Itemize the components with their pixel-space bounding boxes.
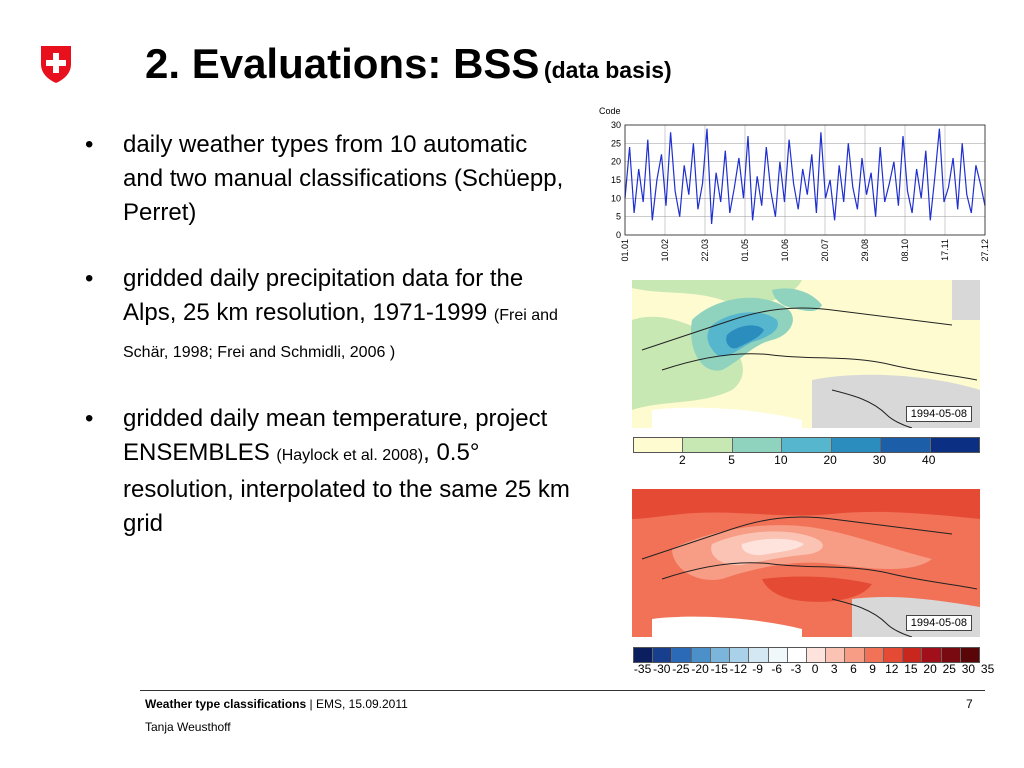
footer-text: Weather type classifications | EMS, 15.0…: [145, 697, 408, 711]
colorbar-swatch: [709, 648, 730, 662]
colorbar-tick-label: 40: [922, 453, 936, 467]
page-number: 7: [966, 697, 973, 711]
colorbar-swatch: [671, 648, 691, 662]
colorbar-swatch: [921, 648, 941, 662]
map-date-label: 1994-05-08: [905, 615, 972, 631]
colorbar-tick-label: 30: [961, 662, 976, 676]
bullet-citation: (Haylock et al. 2008): [276, 447, 424, 464]
y-tick-label: 25: [611, 138, 621, 148]
temperature-map-image: [632, 489, 980, 638]
colorbar-tick-label: 9: [869, 662, 876, 676]
footer-divider: [140, 690, 985, 691]
y-tick-label: 30: [611, 120, 621, 130]
footer-author: Tanja Weusthoff: [145, 720, 231, 734]
y-tick-label: 15: [611, 175, 621, 185]
colorbar-tick-label: -35: [633, 662, 652, 676]
colorbar-tick-label: -6: [771, 662, 783, 676]
footer-event: | EMS, 15.09.2011: [306, 697, 408, 711]
temperature-colorbar: [633, 647, 980, 663]
colorbar-tick-label: -15: [710, 662, 728, 676]
chart-ylabel: Code: [599, 106, 621, 116]
colorbar-swatch: [880, 438, 930, 452]
y-tick-label: 5: [616, 212, 621, 222]
colorbar-swatch: [748, 648, 768, 662]
colorbar-tick-label: 20: [823, 453, 837, 467]
title-sub: (data basis): [543, 57, 672, 83]
colorbar-swatch: [786, 648, 806, 662]
colorbar-tick-label: -25: [672, 662, 690, 676]
bullet-list: • daily weather types from 10 automatic …: [85, 128, 570, 573]
x-tick-label: 27.12: [980, 239, 990, 262]
bullet-text: gridded daily mean temperature, project …: [123, 405, 548, 466]
x-tick-label: 22.03: [700, 239, 710, 262]
colorbar-tick-label: -20: [691, 662, 709, 676]
colorbar-tick-label: 3: [830, 662, 838, 676]
bullet-citation: (Frei and Schär, 1998; Frei and Schmidli…: [123, 307, 558, 361]
x-tick-label: 20.07: [820, 239, 830, 262]
colorbar-tick-label: 35: [980, 662, 995, 676]
x-tick-label: 01.05: [740, 239, 750, 262]
temperature-map: 1994-05-08: [632, 489, 980, 638]
weather-type-code-chart: Code 0 5 10 15 20 25 30 01.01 10.02 22.03 01.05 10…: [599, 106, 990, 262]
bullet-text: gridded daily precipitation data for the…: [123, 265, 524, 326]
colorbar-tick-label: 10: [774, 453, 788, 467]
precipitation-map: 1994-05-08: [632, 280, 980, 429]
colorbar-swatch: [844, 648, 864, 662]
colorbar-tick-label: 30: [872, 453, 887, 467]
colorbar-swatch: [863, 648, 883, 662]
y-tick-label: 20: [611, 157, 621, 167]
colorbar-swatch: [682, 438, 732, 452]
series-line: [624, 128, 986, 225]
precipitation-colorbar: [633, 437, 980, 453]
x-tick-label: 29.08: [860, 239, 870, 262]
x-tick-label: 10.06: [780, 239, 790, 262]
colorbar-tick-label: 12: [885, 662, 899, 676]
colorbar-swatch: [959, 648, 979, 662]
colorbar-tick-label: -12: [729, 662, 748, 676]
y-tick-label: 0: [616, 230, 621, 240]
colorbar-tick-label: 0: [811, 662, 819, 676]
x-tick-label: 17.11: [940, 239, 950, 261]
colorbar-swatch: [830, 438, 881, 452]
y-tick-label: 10: [611, 193, 621, 203]
colorbar-swatch: [929, 438, 979, 452]
bullet-item: • daily weather types from 10 automatic …: [85, 131, 564, 226]
map-date-label: 1994-05-08: [905, 406, 972, 422]
swiss-coat-of-arms-logo: [41, 46, 71, 83]
bullet-item: • gridded daily mean temperature, projec…: [85, 405, 570, 537]
colorbar-swatch: [690, 648, 710, 662]
colorbar-swatch: [781, 438, 831, 452]
x-tick-label: 08.10: [900, 239, 910, 262]
colorbar-tick-label: 2: [678, 453, 686, 467]
colorbar-swatch: [729, 648, 749, 662]
colorbar-tick-label: -9: [752, 662, 763, 676]
footer-title: Weather type classifications: [145, 697, 307, 711]
colorbar-swatch: [825, 648, 845, 662]
colorbar-swatch: [634, 648, 653, 662]
colorbar-swatch: [652, 648, 672, 662]
colorbar-swatch: [940, 648, 960, 662]
bullet-text: daily weather types from 10 automatic an…: [123, 131, 564, 226]
page-title: 2. Evaluations: BSS (data basis): [145, 40, 672, 88]
bullet-item: • gridded daily precipitation data for t…: [85, 265, 558, 361]
colorbar-tick-label: -3: [790, 662, 802, 676]
precipitation-map-image: [632, 280, 980, 429]
title-main: 2. Evaluations: BSS: [145, 40, 540, 87]
colorbar-tick-label: 25: [942, 662, 956, 676]
colorbar-tick-label: 15: [904, 662, 918, 676]
bullet-text-cont: , 0.5° resolution, interpolated to the s…: [123, 439, 570, 537]
x-tick-label: 01.01: [620, 239, 630, 262]
colorbar-tick-label: 20: [923, 662, 937, 676]
colorbar-tick-label: -30: [653, 662, 671, 676]
colorbar-swatch: [882, 648, 903, 662]
colorbar-tick-label: 5: [728, 453, 735, 467]
colorbar-swatch: [731, 438, 782, 452]
colorbar-swatch: [767, 648, 787, 662]
colorbar-swatch: [634, 438, 683, 452]
colorbar-swatch: [805, 648, 826, 662]
x-tick-label: 10.02: [660, 239, 670, 262]
colorbar-tick-label: 6: [850, 662, 857, 676]
colorbar-swatch: [902, 648, 922, 662]
